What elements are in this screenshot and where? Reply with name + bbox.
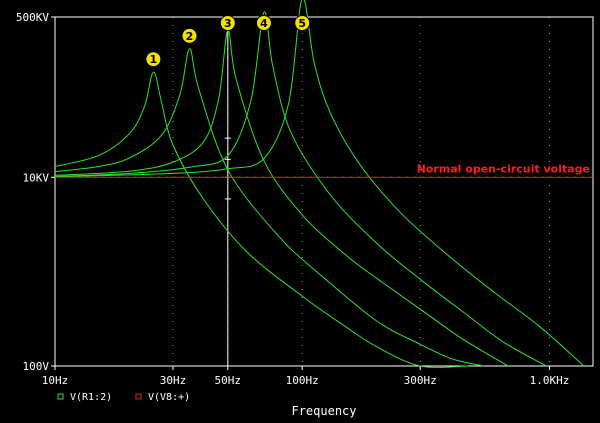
y-axis-ticks: 100V 10KV 500KV (16, 11, 55, 373)
peak-number: 2 (186, 30, 194, 43)
cursor-line[interactable] (224, 17, 231, 366)
legend-label: V(V8:+) (148, 392, 190, 403)
x-tick-label-5: 1.0KHz (530, 374, 570, 387)
legend-entry-1: V(V8:+) (135, 392, 190, 403)
x-tick-label-0: 10Hz (42, 374, 69, 387)
peak-labels: 1 2 3 4 5 (145, 15, 311, 68)
x-tick-label-1: 30Hz (160, 374, 187, 387)
legend-marker (135, 393, 142, 400)
x-tick-label-3: 100Hz (286, 374, 319, 387)
series-group (54, 0, 593, 368)
peak-label-5: 5 (294, 15, 311, 31)
x-axis-ticks: 10Hz 30Hz 50Hz 100Hz 300Hz 1.0KHz (42, 366, 570, 387)
series-line-1 (54, 71, 469, 368)
peak-number: 4 (260, 17, 268, 30)
series-line-3 (54, 29, 509, 367)
peak-number: 5 (298, 17, 306, 30)
grid (55, 17, 593, 366)
series-line-5 (54, 0, 585, 367)
plot-frame (54, 16, 594, 367)
series-line-4 (54, 11, 547, 367)
y-tick-label-2: 500KV (16, 11, 49, 24)
y-tick-label-1: 10KV (23, 171, 50, 184)
peak-badge (145, 51, 162, 68)
annotation-text-0: Normal open-circuit voltage (417, 162, 590, 175)
legend: V(R1:2) V(V8:+) (57, 392, 190, 403)
peak-number: 1 (150, 53, 158, 66)
x-axis-label: Frequency (291, 404, 356, 418)
legend-label: V(R1:2) (70, 392, 112, 403)
peak-badge (181, 27, 198, 44)
x-tick-label-4: 300Hz (404, 374, 437, 387)
peak-label-1: 1 (145, 51, 162, 68)
series-line-2 (54, 48, 484, 367)
x-tick-label-2: 50Hz (215, 374, 242, 387)
legend-entry-0: V(R1:2) (57, 392, 112, 403)
peak-badge (219, 15, 236, 31)
peak-label-4: 4 (255, 15, 272, 31)
peak-badge (255, 15, 272, 31)
peak-badge (294, 15, 311, 31)
peak-number: 3 (224, 17, 232, 30)
y-tick-label-0: 100V (23, 360, 50, 373)
peak-label-2: 2 (181, 27, 198, 44)
peak-label-3: 3 (219, 15, 236, 31)
legend-marker (57, 393, 64, 400)
annotations: Normal open-circuit voltage (417, 162, 590, 175)
